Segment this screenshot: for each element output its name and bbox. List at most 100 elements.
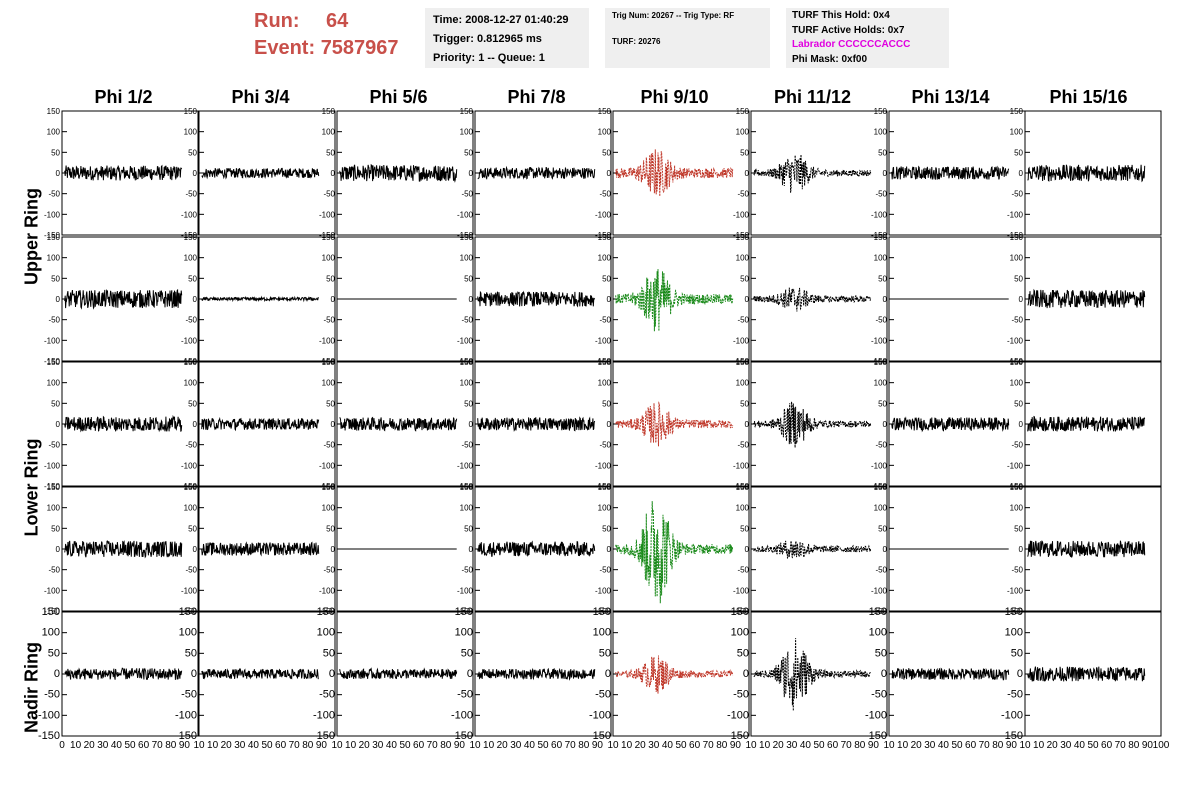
y-tick-label: 150 — [736, 358, 750, 367]
y-tick-label: 150 — [184, 483, 198, 492]
y-tick-label: -100 — [865, 709, 887, 721]
y-tick-label: -50 — [461, 190, 473, 199]
x-tick-label: 80 — [1128, 740, 1140, 751]
y-tick-label: 150 — [179, 606, 197, 618]
x-tick-label: 20 — [1047, 740, 1059, 751]
event-line: Event: 7587967 — [254, 35, 399, 62]
y-tick-label: 0 — [56, 545, 61, 554]
x-tick-label: 80 — [440, 740, 452, 751]
x-tick-label: 10 — [1033, 740, 1045, 751]
y-tick-label: 50 — [875, 647, 887, 659]
y-tick-label: 150 — [736, 233, 750, 242]
y-tick-label: 150 — [731, 606, 749, 618]
y-tick-label: -100 — [457, 210, 474, 219]
waveform-trace — [64, 164, 183, 181]
y-tick-label: -100 — [1007, 461, 1024, 470]
y-tick-label: 100 — [874, 504, 888, 513]
y-tick-label: -100 — [175, 709, 197, 721]
y-tick-label: -150 — [38, 730, 60, 742]
x-tick-label: 70 — [152, 740, 164, 751]
y-tick-label: -100 — [595, 586, 612, 595]
y-tick-label: 150 — [47, 358, 61, 367]
waveform-trace — [339, 667, 458, 680]
y-tick-label: 100 — [184, 128, 198, 137]
col-header-phi-3-4: Phi 3/4 — [231, 87, 290, 107]
turf-hold-text: TURF This Hold: 0x4 — [792, 10, 890, 21]
y-tick-label: 100 — [460, 254, 474, 263]
y-tick-label: -100 — [1007, 210, 1024, 219]
col-header-phi-13-14: Phi 13/14 — [911, 87, 990, 107]
y-tick-label: -100 — [733, 210, 750, 219]
x-tick-label: 50 — [537, 740, 549, 751]
x-tick-label: 50 — [675, 740, 687, 751]
y-tick-label: 150 — [460, 358, 474, 367]
y-tick-label: -100 — [727, 709, 749, 721]
x-tick-label: 10 — [607, 740, 619, 751]
y-tick-label: 50 — [1014, 524, 1023, 533]
y-tick-label: 50 — [464, 399, 473, 408]
y-tick-label: 150 — [460, 483, 474, 492]
y-tick-label: -150 — [733, 231, 750, 240]
y-tick-label: 50 — [740, 524, 749, 533]
x-tick-label: 60 — [138, 740, 150, 751]
y-tick-label: 100 — [322, 254, 336, 263]
x-tick-label: 60 — [551, 740, 563, 751]
y-tick-label: 150 — [47, 233, 61, 242]
time-text: Time: 2008-12-27 01:40:29 — [433, 14, 569, 26]
y-tick-label: -150 — [44, 357, 61, 366]
y-tick-label: 150 — [47, 107, 61, 116]
y-tick-label: -150 — [871, 231, 888, 240]
x-tick-label: 40 — [111, 740, 123, 751]
y-tick-label: 150 — [322, 233, 336, 242]
y-tick-label: 50 — [188, 399, 197, 408]
y-tick-label: 150 — [184, 358, 198, 367]
y-tick-label: 150 — [736, 107, 750, 116]
x-tick-label: 10 — [469, 740, 481, 751]
x-tick-label: 30 — [234, 740, 246, 751]
x-tick-label: 70 — [565, 740, 577, 751]
x-tick-label: 10 — [745, 740, 757, 751]
y-tick-label: -50 — [319, 689, 335, 701]
y-tick-label: 150 — [322, 107, 336, 116]
y-tick-label: 0 — [745, 169, 750, 178]
y-tick-label: 0 — [1019, 420, 1024, 429]
y-tick-label: 100 — [460, 379, 474, 388]
x-tick-label: 20 — [84, 740, 96, 751]
y-tick-label: 50 — [740, 399, 749, 408]
y-tick-label: 150 — [598, 107, 612, 116]
y-tick-label: 150 — [874, 233, 888, 242]
y-tick-label: 150 — [322, 358, 336, 367]
x-tick-label: 30 — [1060, 740, 1072, 751]
x-tick-label: 100 — [1153, 740, 1170, 751]
y-tick-label: 0 — [193, 545, 198, 554]
x-tick-label: 50 — [1087, 740, 1099, 751]
waveform-trace — [615, 501, 734, 604]
x-tick-label: 90 — [1142, 740, 1154, 751]
y-tick-label: 100 — [736, 254, 750, 263]
y-tick-label: -100 — [1001, 709, 1023, 721]
y-tick-label: 100 — [460, 504, 474, 513]
y-tick-label: 100 — [184, 254, 198, 263]
x-tick-label: 50 — [124, 740, 136, 751]
y-tick-label: -50 — [595, 689, 611, 701]
x-tick-label: 40 — [524, 740, 536, 751]
y-tick-label: 150 — [1010, 233, 1024, 242]
y-tick-label: 0 — [883, 295, 888, 304]
y-tick-label: -50 — [461, 441, 473, 450]
y-tick-label: 50 — [878, 524, 887, 533]
y-tick-label: -50 — [875, 316, 887, 325]
x-tick-label: 30 — [510, 740, 522, 751]
x-tick-label: 20 — [221, 740, 233, 751]
x-tick-label: 50 — [261, 740, 273, 751]
waveform-trace — [477, 290, 596, 308]
y-tick-label: 100 — [47, 504, 61, 513]
y-tick-label: 0 — [329, 668, 335, 680]
y-tick-label: 0 — [331, 545, 336, 554]
x-tick-label: 70 — [703, 740, 715, 751]
waveform-grid: -150-100-50050100150-150-100-50050100150… — [38, 107, 1170, 751]
y-tick-label: 0 — [1019, 545, 1024, 554]
trig-info-box: Trig Num: 20267 -- Trig Type: RF TURF: 2… — [605, 8, 770, 68]
y-tick-label: 100 — [736, 128, 750, 137]
y-tick-label: -50 — [461, 566, 473, 575]
y-tick-label: 50 — [1011, 647, 1023, 659]
